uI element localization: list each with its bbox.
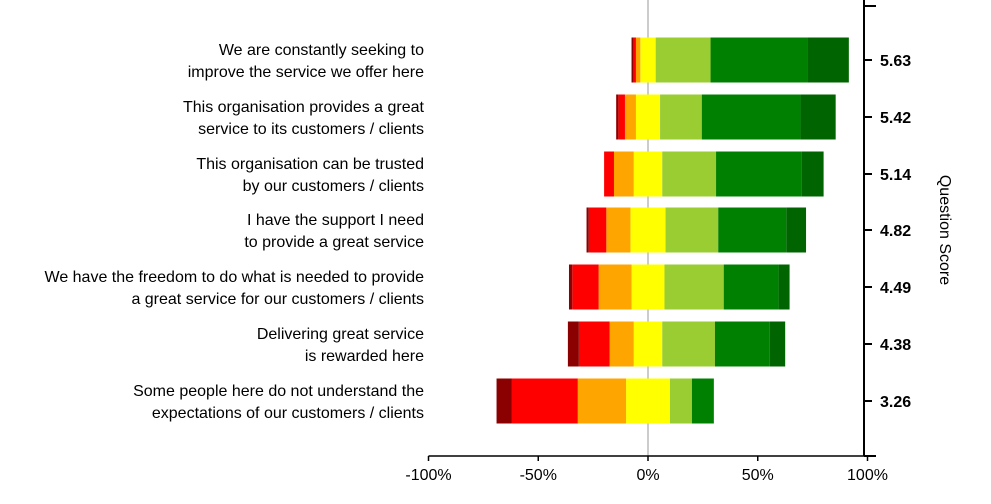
- bar-segment-positive-0: [665, 207, 719, 253]
- x-tick-label: 0%: [636, 467, 659, 484]
- bar-segment-negative-1: [604, 151, 614, 197]
- category-label-line1: Delivering great service: [257, 326, 424, 343]
- bar-segment-positive-1: [691, 378, 714, 424]
- bar-segment-negative-2: [635, 37, 641, 83]
- category-label-line1: This organisation provides a great: [183, 99, 425, 116]
- bar-segment-negative-2: [624, 94, 636, 140]
- x-tick-label: -100%: [405, 467, 451, 484]
- bar-segment-positive-1: [723, 264, 779, 310]
- bar-segment-positive-0: [655, 37, 711, 83]
- category-label-line2: expectations of our customers / clients: [152, 405, 424, 422]
- bar-segment-neutral: [633, 321, 663, 367]
- bar-segment-neutral: [630, 207, 666, 253]
- question-score-value: 4.82: [880, 223, 911, 240]
- category-label-line1: We have the freedom to do what is needed…: [45, 269, 425, 286]
- category-label-line1: This organisation can be trusted: [196, 156, 424, 173]
- category-label-line2: to provide a great service: [244, 234, 424, 251]
- bar-segment-positive-0: [669, 378, 692, 424]
- bar-segment-negative-1: [578, 321, 610, 367]
- bar-segment-positive-1: [716, 151, 802, 197]
- bar-segment-positive-0: [662, 151, 717, 197]
- question-score-value: 4.38: [880, 337, 911, 354]
- x-tick-group: -100% -50% 0% 50% 100%: [405, 456, 888, 484]
- bar-segment-negative-2: [598, 264, 632, 310]
- category-label-group: We are constantly seeking to improve the …: [45, 42, 425, 422]
- question-score-value: 5.14: [880, 167, 911, 184]
- question-score-axis-label: Question Score: [936, 175, 953, 285]
- bar-segment-positive-2: [786, 207, 807, 253]
- bar-group: [496, 37, 849, 424]
- bar-segment-negative-0: [616, 94, 619, 140]
- category-label-line2: is rewarded here: [305, 348, 424, 365]
- bar-segment-negative-1: [572, 264, 599, 310]
- bar-segment-positive-1: [718, 207, 787, 253]
- bar-segment-positive-2: [800, 94, 836, 140]
- category-label-line2: a great service for our customers / clie…: [131, 291, 424, 308]
- question-score-value: 4.49: [880, 280, 911, 297]
- bar-segment-negative-1: [633, 37, 636, 83]
- x-tick-label: 100%: [847, 467, 888, 484]
- x-tick-label: -50%: [520, 467, 557, 484]
- bar-segment-negative-2: [609, 321, 634, 367]
- bar-segment-negative-2: [577, 378, 627, 424]
- question-score-value: 3.26: [880, 394, 911, 411]
- bar-segment-neutral: [626, 378, 670, 424]
- bar-segment-positive-2: [807, 37, 849, 83]
- bar-segment-positive-1: [701, 94, 801, 140]
- bar-segment-positive-0: [664, 264, 724, 310]
- bar-segment-positive-2: [778, 264, 790, 310]
- category-label-line2: service to its customers / clients: [198, 121, 424, 138]
- x-tick-label: 50%: [742, 467, 774, 484]
- category-label-line2: by our customers / clients: [243, 178, 424, 195]
- bar-segment-negative-0: [586, 207, 589, 253]
- bar-segment-negative-0: [567, 321, 579, 367]
- bar-segment-negative-1: [588, 207, 607, 253]
- bar-segment-negative-1: [618, 94, 625, 140]
- bar-segment-negative-2: [606, 207, 631, 253]
- category-label-line2: improve the service we offer here: [188, 64, 424, 81]
- category-label-line1: Some people here do not understand the: [133, 383, 424, 400]
- category-label-line1: We are constantly seeking to: [219, 42, 424, 59]
- bar-segment-neutral: [635, 94, 661, 140]
- bar-segment-negative-0: [496, 378, 512, 424]
- bar-segment-positive-1: [710, 37, 808, 83]
- bar-segment-positive-0: [660, 94, 702, 140]
- bar-segment-negative-1: [511, 378, 578, 424]
- question-score-value: 5.63: [880, 53, 911, 70]
- score-group: 5.63 5.42 5.14 4.82 4.49 4.38 3.26: [864, 5, 911, 457]
- bar-segment-neutral: [633, 151, 663, 197]
- bar-segment-positive-0: [662, 321, 715, 367]
- bar-segment-positive-2: [769, 321, 786, 367]
- category-label-line1: I have the support I need: [247, 212, 424, 229]
- bar-segment-negative-0: [568, 264, 573, 310]
- bar-segment-positive-1: [714, 321, 770, 367]
- bar-segment-negative-2: [613, 151, 634, 197]
- bar-segment-neutral: [640, 37, 656, 83]
- bar-segment-neutral: [631, 264, 665, 310]
- bar-segment-negative-0: [631, 37, 634, 83]
- question-score-value: 5.42: [880, 110, 911, 127]
- bar-segment-positive-2: [801, 151, 824, 197]
